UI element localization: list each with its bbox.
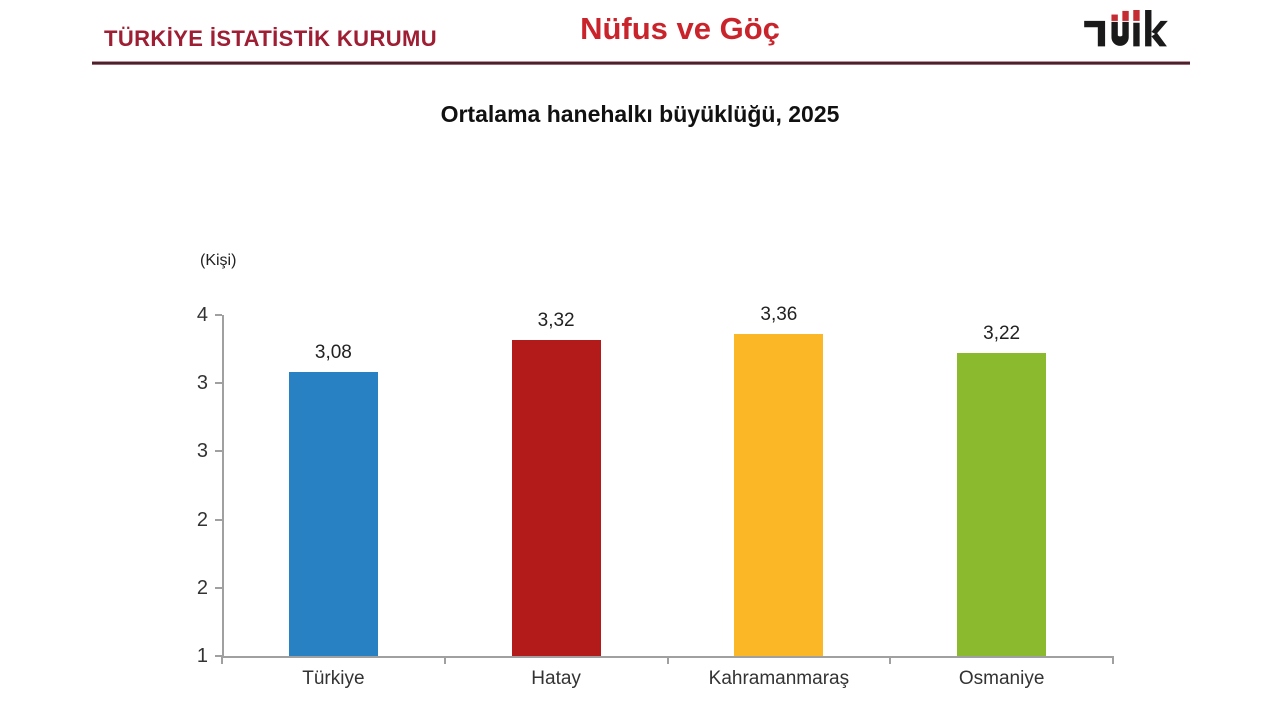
category-label: Türkiye	[302, 668, 365, 689]
y-tick-mark	[215, 314, 222, 316]
page-title: Nüfus ve Göç	[580, 11, 780, 46]
bar-hatay	[511, 339, 601, 656]
x-tick-mark	[1112, 656, 1114, 664]
chart-title: Ortalama hanehalkı büyüklüğü, 2025	[440, 101, 840, 127]
y-tick-label: 1	[196, 645, 208, 667]
category-label: Hatay	[531, 668, 581, 689]
header-divider	[92, 61, 1190, 65]
y-tick-label: 2	[196, 508, 208, 531]
org-name: TÜRKİYE İSTATİSTİK KURUMU	[104, 26, 438, 51]
x-tick-mark	[221, 656, 223, 664]
bar-kahramanmaraş	[734, 334, 824, 656]
bar-value-label: 3,32	[537, 309, 575, 331]
bar-türkiye	[288, 372, 378, 656]
y-tick-mark	[215, 382, 222, 385]
x-tick-mark	[666, 656, 669, 664]
y-axis-line	[222, 315, 224, 658]
y-tick-label: 2	[196, 576, 208, 599]
y-tick-mark	[215, 586, 222, 589]
x-tick-mark	[889, 656, 892, 664]
y-tick-label: 4	[196, 304, 208, 326]
y-tick-mark	[215, 518, 222, 521]
y-tick-label: 3	[196, 440, 208, 463]
bar-value-label: 3,22	[983, 323, 1021, 345]
y-tick-mark	[215, 450, 222, 453]
category-label: Kahramanmaraş	[708, 668, 850, 689]
y-tick-mark	[215, 655, 222, 657]
y-axis-unit-label: (Kişi)	[200, 252, 237, 269]
category-label: Osmaniye	[958, 668, 1045, 689]
bar-value-label: 3,08	[314, 342, 352, 364]
bar-osmaniye	[957, 353, 1047, 656]
y-tick-label: 3	[196, 372, 208, 395]
bar-value-label: 3,36	[760, 304, 798, 326]
x-tick-mark	[443, 656, 446, 664]
tuik-logo-icon	[1084, 10, 1168, 47]
